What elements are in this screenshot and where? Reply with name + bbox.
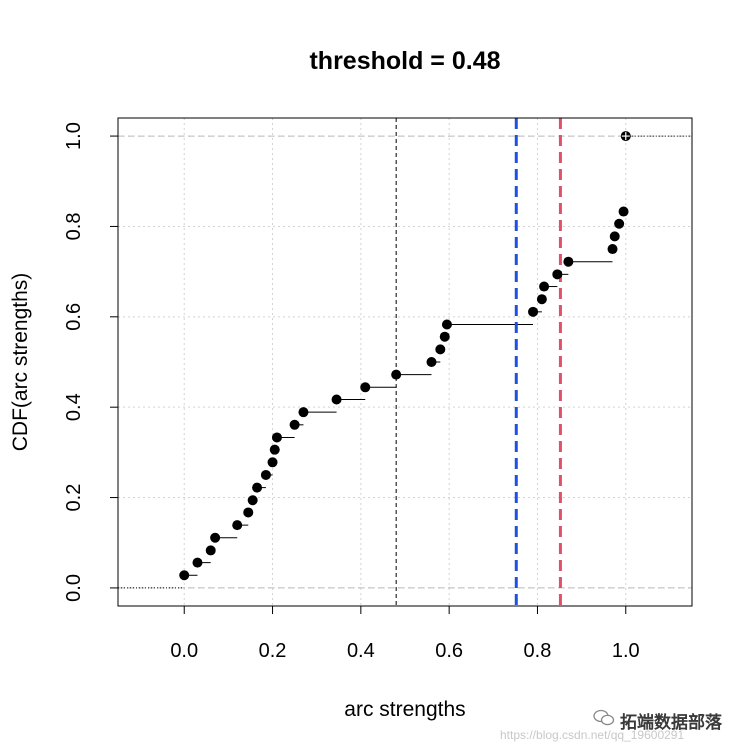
data-point bbox=[243, 507, 254, 518]
y-tick-label: 0.4 bbox=[63, 393, 85, 421]
data-point bbox=[267, 457, 278, 468]
x-tick-label: 0.8 bbox=[524, 640, 552, 662]
data-point bbox=[609, 231, 620, 242]
data-point bbox=[271, 432, 282, 443]
data-point bbox=[252, 482, 263, 493]
data-point bbox=[391, 369, 402, 380]
chart-title: threshold = 0.48 bbox=[309, 47, 500, 75]
data-point bbox=[607, 244, 618, 255]
data-point bbox=[205, 545, 216, 556]
x-tick-label: 0.4 bbox=[347, 640, 375, 662]
y-tick-label: 0.6 bbox=[63, 303, 85, 331]
data-point bbox=[260, 469, 271, 480]
data-point bbox=[539, 281, 550, 292]
y-tick-label: 1.0 bbox=[63, 122, 85, 150]
wechat-icon bbox=[593, 709, 615, 726]
data-points bbox=[179, 131, 631, 581]
data-point bbox=[563, 256, 574, 267]
data-point bbox=[618, 206, 629, 217]
data-point bbox=[298, 407, 309, 418]
y-tick-label: 0.8 bbox=[63, 213, 85, 241]
y-axis: 0.0 0.2 0.4 0.6 0.8 1.0 bbox=[63, 122, 118, 602]
data-point bbox=[192, 557, 203, 568]
data-point bbox=[528, 306, 539, 317]
data-point bbox=[232, 520, 243, 531]
threshold-lines bbox=[395, 118, 562, 606]
data-point bbox=[247, 495, 258, 506]
data-point bbox=[552, 269, 563, 280]
x-axis: 0.0 0.2 0.4 0.6 0.8 1.0 bbox=[170, 606, 640, 662]
data-point bbox=[269, 444, 280, 455]
data-point bbox=[439, 331, 450, 342]
data-point bbox=[435, 344, 446, 355]
data-point bbox=[360, 382, 371, 393]
data-point bbox=[289, 419, 300, 430]
x-tick-label: 0.2 bbox=[259, 640, 287, 662]
x-tick-label: 1.0 bbox=[612, 640, 640, 662]
x-tick-label: 0.0 bbox=[170, 640, 198, 662]
data-point bbox=[331, 394, 342, 405]
data-point bbox=[426, 357, 437, 367]
watermark-url: https://blog.csdn.net/qq_19600291 bbox=[500, 728, 685, 742]
data-point bbox=[210, 532, 221, 543]
watermark-name: 拓端数据部落 bbox=[620, 713, 722, 733]
grid-lines bbox=[118, 118, 692, 606]
data-point bbox=[179, 570, 190, 581]
data-point bbox=[441, 319, 452, 330]
x-tick-label: 0.6 bbox=[435, 640, 463, 662]
data-point bbox=[536, 294, 547, 305]
y-tick-label: 0.0 bbox=[63, 574, 85, 602]
plot-frame bbox=[117, 117, 693, 607]
step-segments bbox=[118, 135, 692, 589]
horizontal-reference-lines bbox=[118, 135, 692, 589]
y-axis-label: CDF(arc strengths) bbox=[9, 273, 32, 452]
y-tick-label: 0.2 bbox=[63, 484, 85, 512]
data-point bbox=[614, 218, 625, 229]
x-axis-label: arc strengths bbox=[344, 698, 465, 721]
